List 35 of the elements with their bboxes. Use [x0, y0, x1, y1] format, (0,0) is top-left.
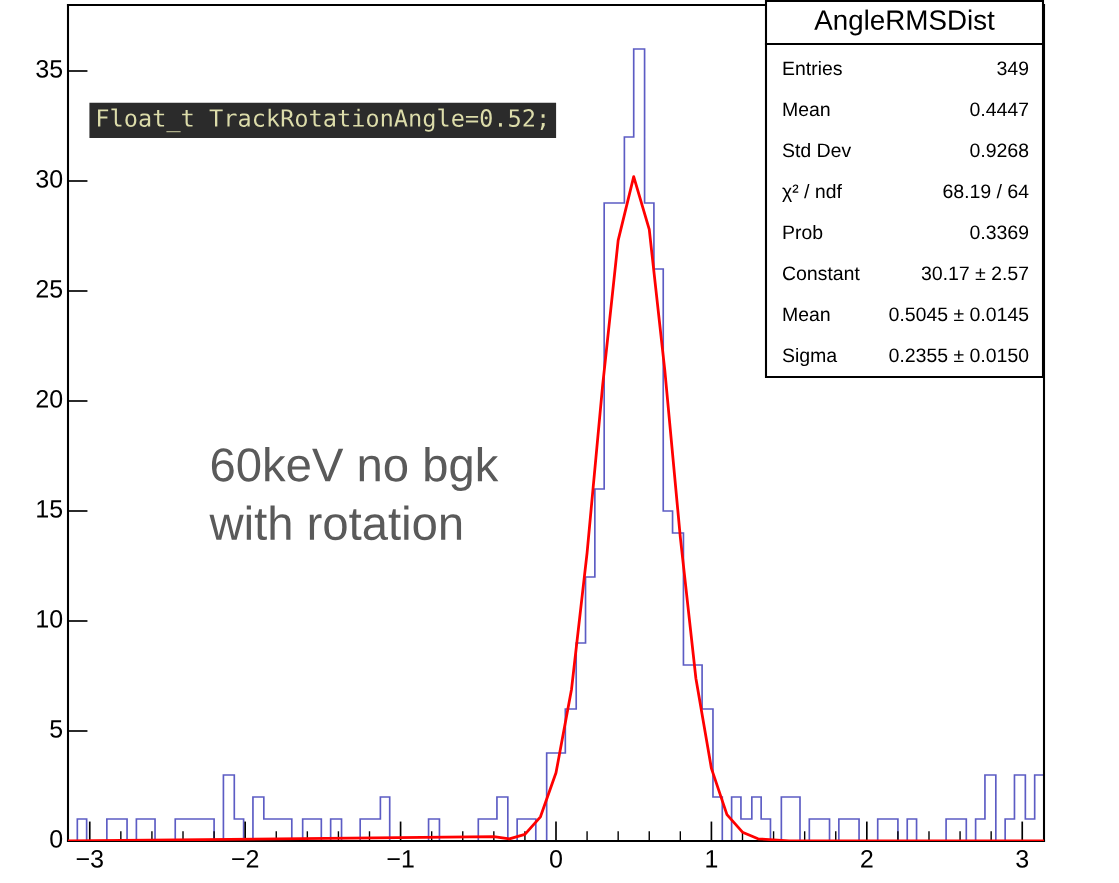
y-tick-label: 35 [36, 60, 63, 78]
annotation: Constant [782, 266, 860, 281]
y-tick-label: 20 [36, 390, 63, 408]
annotation: 0.9268 [970, 143, 1029, 158]
x-tick-label: 2 [861, 849, 873, 868]
annotation: χ² / ndf [782, 183, 842, 203]
annotation: 0.4447 [970, 102, 1029, 117]
x-tick-label: −1 [387, 850, 414, 868]
x-tick-label: 0 [550, 849, 562, 868]
annotation: Sigma [782, 347, 838, 367]
x-tick-label: 1 [706, 850, 718, 868]
x-tick-label: −3 [76, 849, 103, 868]
annotation: Mean [783, 307, 830, 322]
annotation: with rotation [209, 505, 462, 541]
annotation: Std Dev [782, 142, 852, 158]
annotation: 30.17 ± 2.57 [921, 266, 1029, 281]
annotation: Prob [783, 224, 823, 240]
y-tick-label: 25 [36, 280, 63, 298]
y-tick-label: 15 [37, 500, 63, 518]
annotation: 60keV no bgk [211, 446, 499, 491]
annotation: Mean [783, 102, 830, 117]
y-tick-label: 10 [37, 610, 63, 628]
annotation: 349 [997, 61, 1029, 76]
chart-title: AngleRMSDist [814, 9, 995, 36]
x-tick-label: 3 [1016, 849, 1029, 868]
x-tick-label: −2 [232, 849, 259, 868]
annotation: 0.5045 ± 0.0145 [889, 307, 1029, 322]
annotation: Entries [783, 60, 842, 76]
y-tick-label: 5 [50, 720, 63, 738]
annotation: 0.2355 ± 0.0150 [889, 348, 1029, 363]
annotation: 68.19 / 64 [943, 183, 1029, 199]
y-tick-label: 30 [36, 170, 63, 188]
y-tick-label: 0 [50, 830, 63, 848]
annotation: 0.3369 [970, 225, 1029, 240]
annotation: Float_t TrackRotationAngle=0.52; [98, 108, 545, 133]
